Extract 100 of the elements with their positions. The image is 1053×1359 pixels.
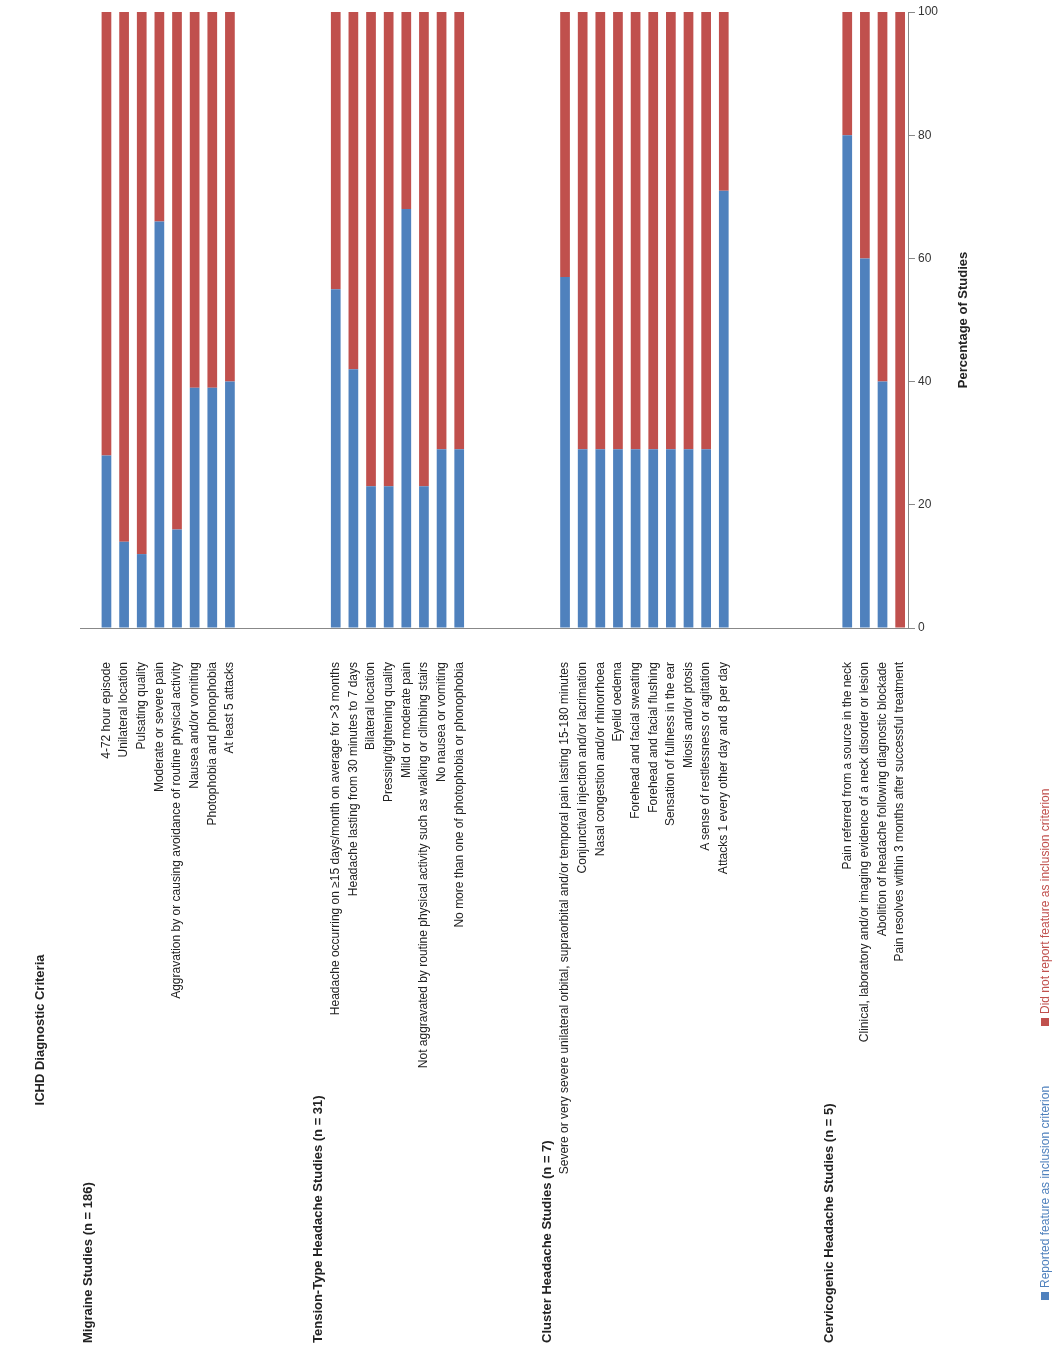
bar — [648, 12, 659, 450]
bar — [330, 12, 341, 290]
bar — [383, 12, 394, 487]
x-tick-label: Moderate or severe pain — [151, 662, 166, 793]
x-tick-label: Mild or moderate pain — [398, 662, 413, 779]
bar — [860, 12, 870, 259]
bar — [630, 12, 641, 450]
x-tick-label: At least 5 attacks — [222, 662, 237, 754]
text: Reported feature as inclusion criterion — [1038, 1085, 1052, 1288]
bar — [348, 369, 359, 628]
bar — [136, 554, 147, 628]
bar — [225, 381, 235, 628]
bar — [877, 381, 888, 628]
bar — [154, 221, 165, 628]
bar — [383, 486, 394, 628]
bar — [613, 12, 623, 450]
x-tick-label: Sensation of fullness in the ear — [663, 662, 678, 827]
bar — [630, 449, 641, 628]
bar — [136, 12, 147, 555]
bar — [119, 12, 129, 542]
y-tick-label: 80 — [917, 127, 932, 142]
bar — [577, 12, 588, 450]
bar — [366, 486, 376, 628]
bar — [348, 12, 359, 370]
text: Did not report feature as inclusion criterion — [1038, 788, 1052, 1014]
x-tick-label: Unilateral location — [116, 662, 131, 758]
bar — [419, 486, 429, 628]
bar — [419, 12, 429, 487]
bar — [330, 289, 341, 628]
bar — [207, 12, 218, 388]
text: Migraine Studies (n = 186) — [80, 1182, 96, 1343]
x-tick-label: Abolition of headache following diagnostic blockade — [874, 661, 889, 937]
y-tick-label: 100 — [917, 4, 939, 19]
bar — [189, 387, 200, 628]
x-tick-label: Forehead and facial flushing — [645, 662, 660, 813]
bar — [560, 12, 570, 277]
x-tick-label: Attacks 1 every other day and 8 per day — [716, 662, 731, 875]
text: Cervicogenic Headache Studies (n = 5) — [821, 1103, 837, 1343]
bar — [366, 12, 376, 487]
bar — [172, 529, 182, 628]
x-tick-label: Not aggravated by routine physical activity such as walking or climbing stairs — [416, 662, 431, 1069]
bar — [119, 541, 129, 628]
x-tick-label: Pain referred from a source in the neck — [839, 661, 854, 870]
x-tick-label: A sense of restlessness or agitation — [698, 662, 713, 851]
x-tick-label: Miosis and/or ptosis — [680, 662, 695, 769]
bar — [842, 135, 853, 628]
x-tick-label: 4-72 hour episode — [98, 661, 113, 759]
x-tick-label: No more than one of photophobia or phonophobia — [451, 661, 466, 928]
bar — [683, 449, 694, 628]
bar — [101, 455, 112, 628]
bar — [454, 12, 465, 450]
bar — [560, 276, 570, 628]
bar — [454, 449, 465, 628]
text: Cluster Headache Studies (n = 7) — [538, 1140, 554, 1343]
x-tick-label: Pressing/tightening quality — [380, 662, 395, 803]
bar — [595, 12, 606, 450]
x-tick-label: Clinical, laboratory and/or imaging evidence of a neck disorder or lesion — [857, 662, 872, 1043]
bar — [666, 449, 676, 628]
bar — [101, 12, 112, 456]
bar — [666, 12, 676, 450]
bar — [401, 209, 412, 628]
bar — [701, 449, 711, 628]
bar — [718, 190, 729, 628]
bar — [683, 12, 694, 450]
x-tick-label: Severe or very severe unilateral orbital, supraorbital and/or temporal pain lasting 15-180 minutes — [557, 662, 572, 1175]
bar — [436, 449, 447, 628]
bar — [436, 12, 447, 450]
bar — [189, 12, 200, 388]
bar — [595, 449, 606, 628]
bar — [648, 449, 659, 628]
x-tick-label: Headache lasting from 30 minutes to 7 days — [345, 662, 360, 897]
x-tick-label: Aggravation by or causing avoidance of routine physical activity — [169, 662, 184, 999]
y-tick-label: 40 — [917, 373, 932, 388]
bar — [172, 12, 182, 530]
x-tick-label: Pulsating quality — [134, 662, 149, 750]
bar — [613, 449, 623, 628]
bar — [225, 12, 235, 382]
y-axis-title: Percentage of Studies — [954, 251, 970, 389]
x-tick-label: Conjunctival injection and/or lacrimation — [574, 662, 589, 874]
x-tick-label: Headache occurring on ≥15 days/month on average for >3 months — [328, 662, 343, 1016]
bar — [154, 12, 165, 222]
bar — [877, 12, 888, 382]
y-tick-label: 0 — [917, 620, 925, 635]
x-tick-label: Forehead and facial sweating — [627, 662, 642, 819]
x-tick-label: No nausea or vomiting — [433, 662, 448, 783]
bar — [577, 449, 588, 628]
x-tick-label: Photophobia and phonophobia — [204, 661, 219, 826]
bar — [401, 12, 412, 210]
y-tick-label: 20 — [917, 497, 932, 512]
y-tick-label: 60 — [917, 250, 932, 265]
bar — [207, 387, 218, 628]
text: ICHD Diagnostic Criteria — [31, 953, 47, 1106]
bar — [842, 12, 853, 136]
bar — [701, 12, 711, 450]
x-tick-label: Nasal congestion and/or rhinorrhoea — [592, 661, 607, 857]
x-tick-label: Pain resolves within 3 months after successful treatment — [892, 661, 907, 962]
bar — [718, 12, 729, 191]
x-tick-label: Nausea and/or vomiting — [186, 662, 201, 789]
x-tick-label: Bilateral location — [363, 662, 378, 751]
x-tick-label: Eyelid oedema — [610, 661, 625, 742]
